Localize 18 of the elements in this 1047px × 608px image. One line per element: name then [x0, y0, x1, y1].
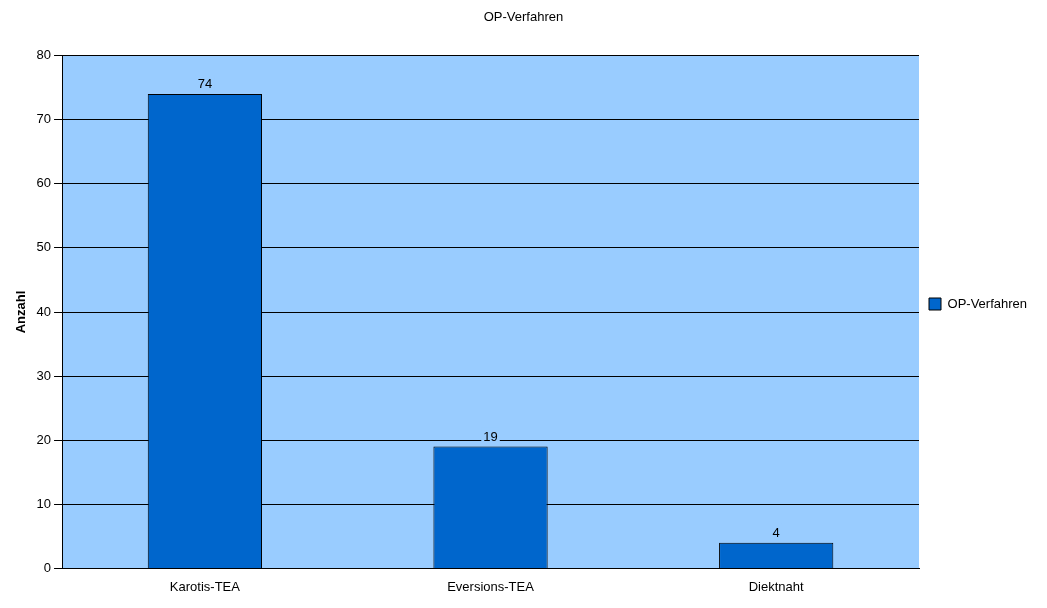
y-tick-label: 80: [36, 47, 52, 63]
y-tick-label: 40: [36, 303, 52, 319]
x-tick-label: Karotis-TEA: [169, 578, 241, 594]
data-label: 74: [197, 76, 213, 92]
y-tick-label: 10: [36, 495, 52, 511]
legend-label: OP-Verfahren: [947, 295, 1028, 311]
y-tick-label: 30: [36, 367, 52, 383]
x-tick-label: Eversions-TEA: [447, 578, 535, 594]
y-axis-title: Anzahl: [13, 290, 29, 334]
y-tick-label: 20: [36, 431, 52, 447]
chart-title: OP-Verfahren: [483, 9, 564, 25]
x-tick-label: Diektnaht: [748, 578, 805, 594]
data-label: 4: [772, 524, 780, 540]
y-tick-label: 60: [36, 175, 52, 191]
data-label: 19: [483, 428, 498, 444]
y-tick-label: 70: [36, 111, 52, 127]
y-tick-label: 0: [43, 559, 52, 575]
y-tick-label: 50: [36, 239, 52, 255]
